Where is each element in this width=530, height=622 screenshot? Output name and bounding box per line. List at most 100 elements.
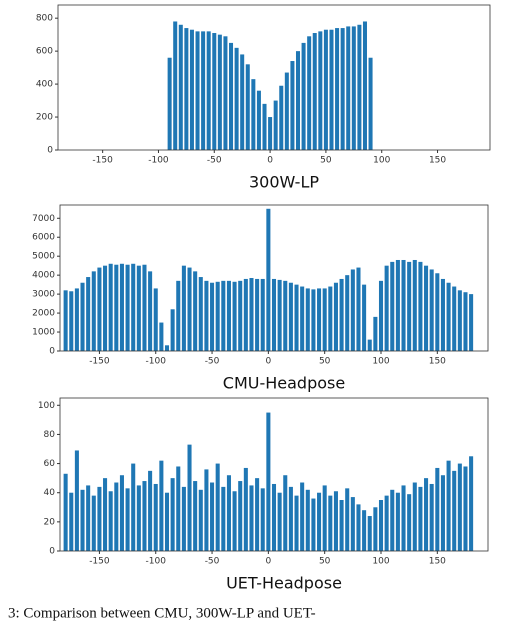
- bar: [350, 269, 355, 351]
- bar: [457, 290, 462, 351]
- bar: [181, 486, 186, 551]
- bar: [301, 42, 306, 150]
- bar: [170, 478, 175, 551]
- bar: [136, 485, 141, 551]
- bar: [335, 28, 340, 150]
- bar: [206, 31, 211, 151]
- y-tick-label: 1000: [32, 328, 55, 338]
- y-tick-label: 4000: [32, 271, 55, 281]
- bar: [322, 485, 327, 551]
- bar: [119, 263, 124, 351]
- bar: [167, 57, 172, 150]
- bar: [232, 491, 237, 551]
- bar: [271, 278, 277, 351]
- bar: [178, 24, 183, 150]
- bar: [229, 42, 234, 150]
- bar: [323, 29, 328, 150]
- bar: [311, 289, 316, 351]
- bar: [159, 460, 164, 551]
- bar: [390, 261, 395, 351]
- bar: [440, 278, 445, 351]
- x-tick-label: 100: [372, 357, 389, 367]
- y-tick-label: 0: [49, 347, 55, 357]
- bar: [295, 51, 301, 150]
- chart-title: CMU-Headpose: [223, 374, 345, 393]
- bar: [262, 103, 267, 150]
- bar: [210, 282, 215, 351]
- bar: [256, 90, 261, 150]
- bar: [452, 286, 457, 351]
- bar: [255, 478, 260, 551]
- bar: [173, 21, 178, 151]
- bar: [187, 267, 192, 351]
- bar: [384, 495, 389, 551]
- bar: [153, 288, 158, 351]
- bar: [294, 284, 299, 351]
- bar: [181, 265, 186, 351]
- bar: [463, 466, 468, 551]
- y-tick-label: 20: [44, 517, 56, 527]
- bar: [333, 282, 338, 351]
- bar: [356, 267, 361, 351]
- x-tick-label: -150: [92, 156, 113, 166]
- bar: [390, 489, 395, 551]
- bar: [407, 494, 412, 551]
- bar: [317, 492, 322, 551]
- y-tick-label: 6000: [32, 233, 55, 243]
- bar: [463, 292, 468, 351]
- bar: [346, 26, 351, 150]
- bar: [339, 278, 344, 351]
- bar: [266, 208, 271, 351]
- bar: [305, 489, 310, 551]
- bar: [234, 47, 239, 150]
- bar: [266, 412, 271, 551]
- chart-title: 300W-LP: [249, 173, 319, 192]
- bar: [317, 288, 322, 351]
- bar: [164, 492, 170, 551]
- bar: [268, 117, 273, 150]
- bar: [357, 24, 362, 150]
- bar: [429, 269, 434, 351]
- x-tick-label: -50: [205, 357, 220, 367]
- bar: [69, 492, 74, 551]
- bar: [294, 495, 299, 551]
- bar: [97, 486, 102, 551]
- bar: [119, 475, 124, 551]
- bar: [198, 489, 203, 551]
- x-tick-label: 150: [429, 357, 446, 367]
- bar: [142, 264, 147, 351]
- bar: [273, 100, 278, 150]
- bar: [362, 510, 367, 551]
- bar: [283, 475, 288, 551]
- bar: [125, 488, 130, 551]
- bar: [424, 478, 429, 551]
- bar: [395, 259, 400, 351]
- bar: [367, 516, 372, 551]
- bar: [243, 278, 248, 351]
- bar: [311, 498, 316, 551]
- bar: [238, 481, 243, 551]
- x-tick-label: -100: [146, 357, 167, 367]
- y-tick-label: 400: [36, 80, 53, 90]
- bar: [176, 280, 181, 351]
- bar: [97, 267, 102, 351]
- bar: [345, 488, 350, 551]
- bar: [74, 288, 79, 351]
- bar: [74, 450, 79, 551]
- bar: [131, 463, 136, 551]
- y-tick-label: 200: [36, 113, 53, 123]
- bar: [362, 21, 367, 151]
- bar: [198, 277, 203, 351]
- bar: [367, 339, 372, 351]
- bar: [249, 485, 254, 551]
- x-tick-label: 50: [319, 357, 331, 367]
- bar: [189, 29, 194, 150]
- bar: [240, 54, 245, 150]
- bar: [284, 72, 289, 150]
- bar: [373, 507, 378, 551]
- bar: [148, 271, 153, 351]
- bar: [210, 482, 215, 551]
- bar: [108, 491, 113, 551]
- bar: [328, 286, 333, 351]
